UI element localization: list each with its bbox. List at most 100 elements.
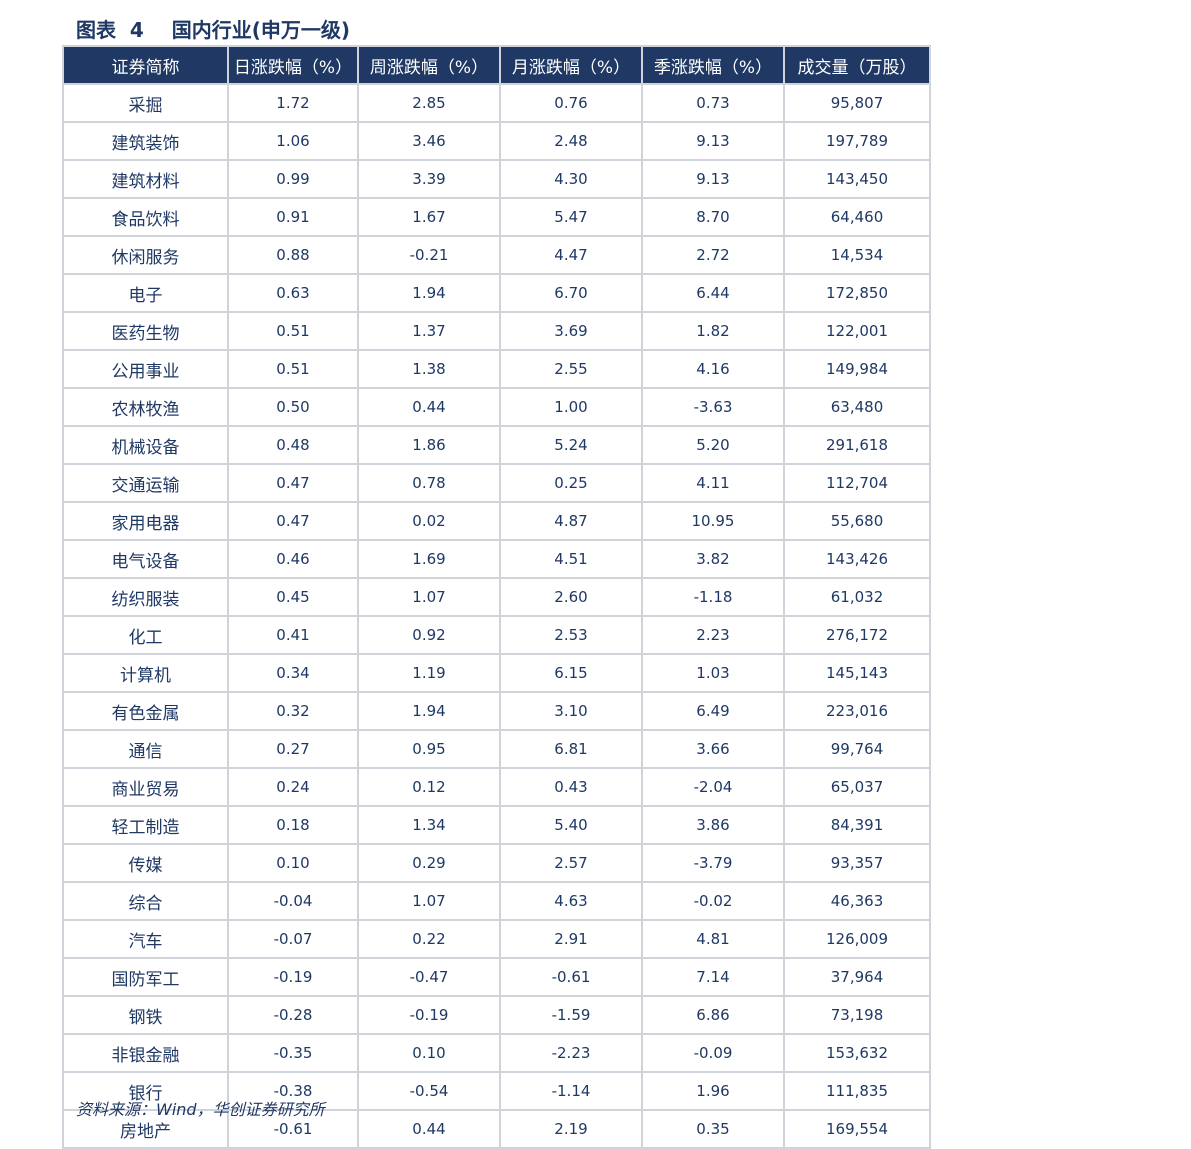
cell-weekly: 0.12 [357,767,501,807]
cell-quarterly: 3.86 [641,805,785,845]
cell-weekly: 1.07 [357,577,501,617]
table-row: 休闲服务 0.88 -0.21 4.47 2.72 14,534 [62,235,931,275]
cell-name: 休闲服务 [62,235,229,275]
col-header-monthly: 月涨跌幅（%） [499,45,643,85]
cell-daily: 0.10 [227,843,359,883]
table-row: 纺织服装 0.45 1.07 2.60 -1.18 61,032 [62,577,931,617]
cell-quarterly: 4.81 [641,919,785,959]
cell-monthly: -2.23 [499,1033,643,1073]
cell-weekly: 0.78 [357,463,501,503]
cell-monthly: 4.51 [499,539,643,579]
cell-quarterly: -0.02 [641,881,785,921]
cell-name: 有色金属 [62,691,229,731]
cell-volume: 291,618 [783,425,931,465]
cell-name: 汽车 [62,919,229,959]
cell-quarterly: 6.44 [641,273,785,313]
cell-quarterly: 10.95 [641,501,785,541]
table-row: 家用电器 0.47 0.02 4.87 10.95 55,680 [62,501,931,541]
cell-name: 建筑材料 [62,159,229,199]
cell-daily: 0.91 [227,197,359,237]
cell-quarterly: 9.13 [641,159,785,199]
cell-name: 化工 [62,615,229,655]
cell-quarterly: 3.66 [641,729,785,769]
cell-weekly: -0.21 [357,235,501,275]
cell-monthly: 4.87 [499,501,643,541]
table-row: 机械设备 0.48 1.86 5.24 5.20 291,618 [62,425,931,465]
cell-daily: 0.27 [227,729,359,769]
table-row: 非银金融 -0.35 0.10 -2.23 -0.09 153,632 [62,1033,931,1073]
cell-monthly: 4.30 [499,159,643,199]
cell-weekly: -0.19 [357,995,501,1035]
cell-quarterly: -0.09 [641,1033,785,1073]
table-row: 通信 0.27 0.95 6.81 3.66 99,764 [62,729,931,769]
cell-weekly: 1.34 [357,805,501,845]
cell-weekly: 0.44 [357,1109,501,1149]
cell-daily: 0.50 [227,387,359,427]
figure-title: 图表 4 国内行业(申万一级) [76,18,350,42]
cell-weekly: 1.67 [357,197,501,237]
cell-quarterly: 4.11 [641,463,785,503]
cell-volume: 169,554 [783,1109,931,1149]
cell-weekly: 0.44 [357,387,501,427]
cell-quarterly: -3.63 [641,387,785,427]
cell-monthly: 2.53 [499,615,643,655]
cell-quarterly: 0.35 [641,1109,785,1149]
cell-quarterly: -2.04 [641,767,785,807]
cell-quarterly: 0.73 [641,83,785,123]
table-row: 有色金属 0.32 1.94 3.10 6.49 223,016 [62,691,931,731]
table-row: 钢铁 -0.28 -0.19 -1.59 6.86 73,198 [62,995,931,1035]
cell-volume: 143,426 [783,539,931,579]
cell-name: 建筑装饰 [62,121,229,161]
cell-monthly: 6.15 [499,653,643,693]
cell-daily: 0.45 [227,577,359,617]
cell-volume: 46,363 [783,881,931,921]
cell-name: 国防军工 [62,957,229,997]
cell-weekly: 0.22 [357,919,501,959]
cell-daily: 0.48 [227,425,359,465]
cell-name: 公用事业 [62,349,229,389]
cell-daily: 0.51 [227,349,359,389]
cell-name: 银行 [62,1071,229,1111]
cell-monthly: -1.14 [499,1071,643,1111]
cell-quarterly: 2.23 [641,615,785,655]
cell-daily: 1.06 [227,121,359,161]
table-row: 电气设备 0.46 1.69 4.51 3.82 143,426 [62,539,931,579]
cell-name: 钢铁 [62,995,229,1035]
cell-monthly: 6.70 [499,273,643,313]
cell-quarterly: 3.82 [641,539,785,579]
cell-daily: 0.47 [227,501,359,541]
cell-quarterly: 7.14 [641,957,785,997]
table-row: 公用事业 0.51 1.38 2.55 4.16 149,984 [62,349,931,389]
table-row: 医药生物 0.51 1.37 3.69 1.82 122,001 [62,311,931,351]
cell-daily: -0.38 [227,1071,359,1111]
cell-quarterly: 8.70 [641,197,785,237]
cell-volume: 61,032 [783,577,931,617]
table-row: 食品饮料 0.91 1.67 5.47 8.70 64,460 [62,197,931,237]
cell-monthly: 4.63 [499,881,643,921]
cell-weekly: 0.95 [357,729,501,769]
cell-weekly: 0.29 [357,843,501,883]
table-row: 采掘 1.72 2.85 0.76 0.73 95,807 [62,83,931,123]
cell-monthly: 3.10 [499,691,643,731]
cell-monthly: -0.61 [499,957,643,997]
cell-monthly: 0.43 [499,767,643,807]
cell-volume: 64,460 [783,197,931,237]
cell-quarterly: 1.82 [641,311,785,351]
table-row: 汽车 -0.07 0.22 2.91 4.81 126,009 [62,919,931,959]
cell-weekly: 0.02 [357,501,501,541]
cell-daily: 0.41 [227,615,359,655]
cell-volume: 111,835 [783,1071,931,1111]
source-note: 资料来源：Wind，华创证券研究所 [76,1100,325,1119]
cell-name: 计算机 [62,653,229,693]
industry-table: 证券简称 日涨跌幅（%） 周涨跌幅（%） 月涨跌幅（%） 季涨跌幅（%） 成交量… [62,45,931,1149]
cell-name: 农林牧渔 [62,387,229,427]
cell-weekly: 3.46 [357,121,501,161]
cell-monthly: 0.25 [499,463,643,503]
cell-monthly: 0.76 [499,83,643,123]
cell-monthly: 1.00 [499,387,643,427]
cell-weekly: -0.47 [357,957,501,997]
cell-quarterly: 6.49 [641,691,785,731]
table-row: 建筑材料 0.99 3.39 4.30 9.13 143,450 [62,159,931,199]
cell-monthly: 2.55 [499,349,643,389]
cell-quarterly: 1.03 [641,653,785,693]
